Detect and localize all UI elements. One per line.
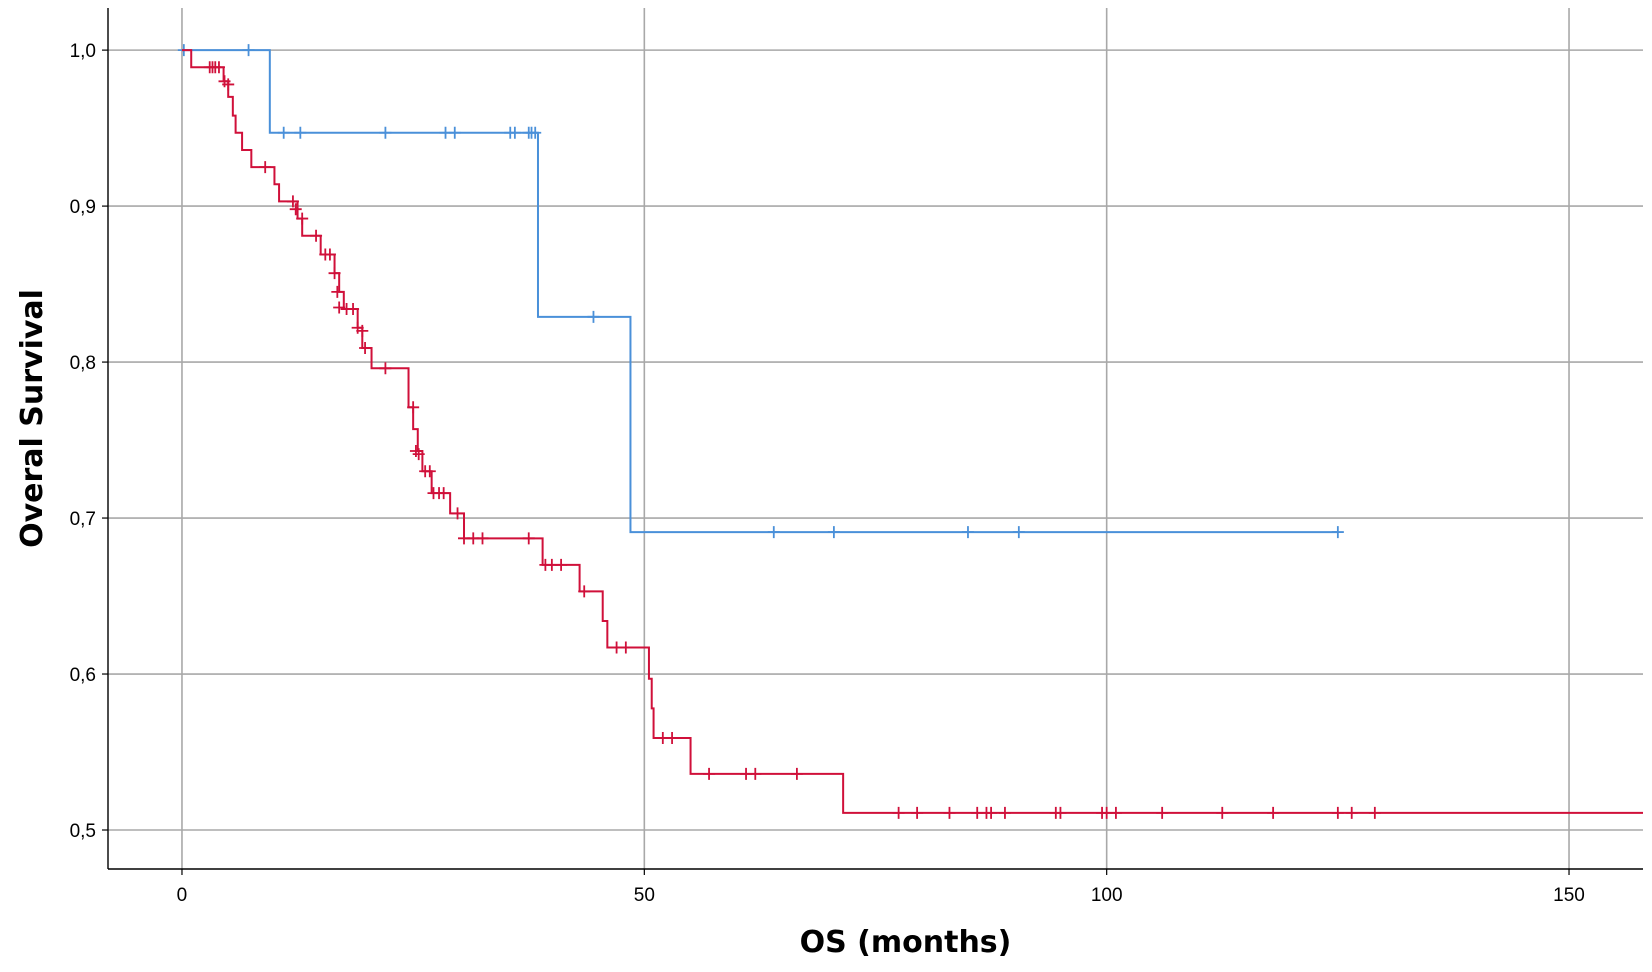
censor-mark [1331,806,1344,819]
censor-mark [448,126,461,139]
censor-mark [412,448,425,461]
censor-mark [578,585,591,598]
censor-mark [379,362,392,375]
censor-mark [767,526,780,539]
x-tick-label: 150 [1553,885,1585,906]
censor-mark [286,195,299,208]
censor-mark [289,203,302,216]
censor-mark [409,444,422,457]
y-tick-labels: 0,5 0,6 0,7 0,8 0,9 1,0 [70,41,96,842]
censor-mark [407,401,420,414]
censor-mark [827,526,840,539]
censor-mark [911,806,924,819]
survival-curve-1 [181,49,1338,534]
censor-mark [961,526,974,539]
censor-mark [529,126,542,139]
censor-mark [587,310,600,323]
censor-mark [222,78,235,91]
y-tick-label: 0,9 [70,197,96,218]
censor-mark [985,806,998,819]
axes-frame [102,8,1643,875]
censor-mark [294,126,307,139]
censor-mark [998,806,1011,819]
y-tick-label: 1,0 [70,41,96,62]
censor-mark [703,767,716,780]
survival-curves [177,44,1643,819]
censor-mark [356,324,369,337]
censor-mark [296,212,309,225]
censor-mark [379,126,392,139]
x-axis-title: OS (months) [800,925,1012,960]
censor-mark [1368,806,1381,819]
censor-mark [333,301,346,314]
censor-mark [522,532,535,545]
y-tick-label: 0,8 [70,353,96,374]
censor-mark [1156,806,1169,819]
censor-mark [790,767,803,780]
censor-mark [1012,526,1025,539]
y-axis-title: Overal Survival [15,289,50,548]
censor-mark [277,126,290,139]
censor-mark [666,731,679,744]
censor-mark [1267,806,1280,819]
censor-mark [328,267,341,280]
censor-mark [749,767,762,780]
x-tick-label: 100 [1091,885,1123,906]
censor-mark [1216,806,1229,819]
x-tick-label: 50 [634,885,655,906]
censor-mark [437,487,450,500]
censor-mark [347,303,360,316]
y-tick-label: 0,7 [70,509,96,530]
censor-mark [212,61,225,74]
censor-mark [476,532,489,545]
x-tick-labels: 0 50 100 150 [177,885,1585,906]
censor-mark [323,248,336,261]
censor-mark [1345,806,1358,819]
x-tick-label: 0 [177,885,188,906]
censor-mark [1331,526,1344,539]
censor-mark [555,558,568,571]
censor-mark [892,806,905,819]
censor-mark [1054,806,1067,819]
censor-mark [331,285,344,298]
censor-mark [310,229,323,242]
y-tick-label: 0,6 [70,665,96,686]
censor-mark [451,507,464,520]
censor-mark [259,161,272,174]
survival-curve-2 [181,49,1643,814]
censor-mark [619,641,632,654]
censor-mark [359,342,372,355]
censor-mark [508,126,521,139]
censor-mark [943,806,956,819]
gridlines [108,8,1643,869]
censor-mark [1109,806,1122,819]
y-tick-label: 0,5 [70,821,96,842]
censor-mark [242,44,255,57]
censor-mark [423,465,436,478]
